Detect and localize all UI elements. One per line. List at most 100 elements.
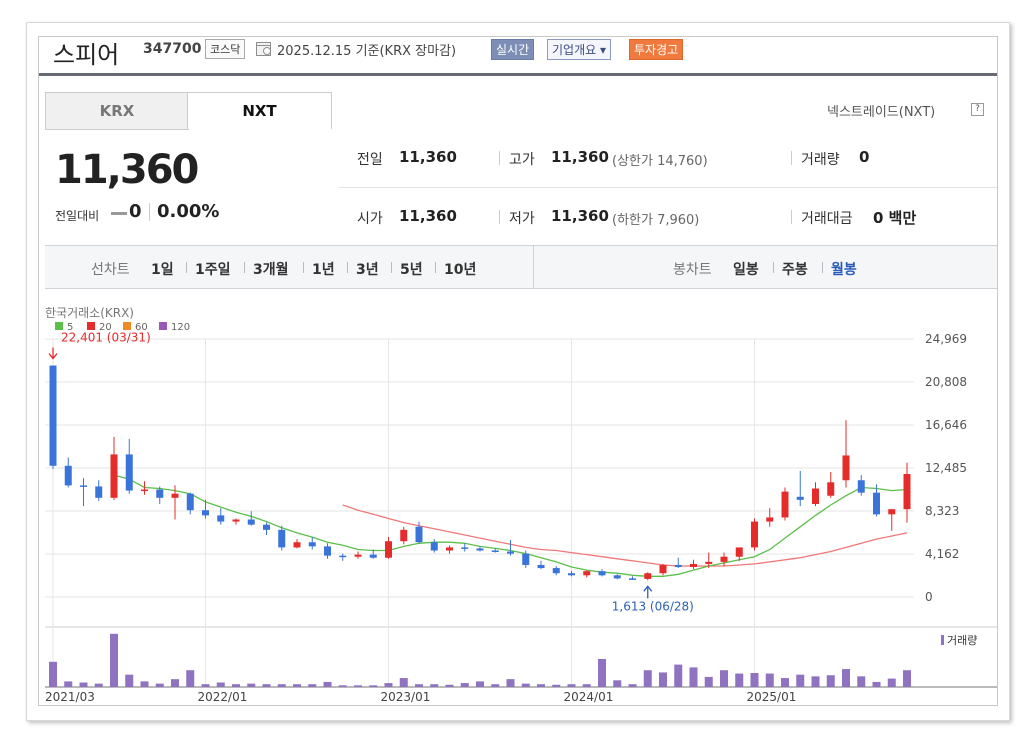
candle-chart-label: 봉차트 — [673, 262, 712, 278]
period-3y[interactable]: 3년 — [356, 262, 379, 278]
period-1w[interactable]: 1주일 — [195, 262, 231, 278]
candle-monthly[interactable]: 월봉 — [831, 262, 857, 278]
volume-bar — [765, 673, 774, 687]
realtime-button[interactable]: 실시간 — [491, 39, 535, 60]
volume-bar — [445, 684, 454, 687]
period-divider — [347, 262, 348, 273]
low-label: 저가 — [509, 211, 535, 227]
candle-body — [171, 493, 179, 498]
volume-bar — [94, 683, 103, 687]
candle-body — [308, 542, 316, 547]
period-bar: 선차트 1일 1주일 3개월 1년 3년 5년 10년 봉차트 일봉 주봉 월봉 — [45, 245, 997, 289]
candle-body — [263, 524, 270, 530]
volume-legend-label: 거래량 — [947, 634, 977, 647]
candle-body — [385, 541, 392, 558]
candle-body — [415, 526, 423, 543]
upper-limit: (상한가 14,760) — [612, 154, 708, 169]
period-divider — [822, 262, 823, 273]
y-tick-label: 4,162 — [925, 547, 959, 561]
candle-body — [202, 510, 209, 516]
volume-bar — [613, 680, 622, 687]
candle-body — [583, 571, 591, 576]
volume-label: 거래량 — [801, 152, 840, 168]
candle-body — [537, 564, 545, 569]
candle-body — [720, 556, 728, 562]
x-tick-label: 2021/03 — [45, 690, 95, 704]
stock-header: 스피어 347700 코스닥 2025.12.15 기준(KRX 장마감) 실시… — [39, 37, 997, 76]
investment-warning-badge[interactable]: 투자경고 — [629, 39, 684, 60]
candle-body — [156, 489, 164, 498]
base-date: 2025.12.15 기준(KRX 장마감) — [277, 44, 457, 59]
period-3m[interactable]: 3개월 — [253, 262, 289, 278]
line-chart-label: 선차트 — [91, 262, 130, 278]
stats-divider — [339, 187, 997, 188]
volume-bar — [369, 685, 378, 687]
tab-nxt[interactable]: NXT — [187, 92, 332, 129]
x-tick-label: 2025/01 — [747, 690, 797, 704]
volume-bar — [796, 674, 805, 687]
price-chart[interactable]: 24,969 20,808 16,646 12,485 8,323 4,162 0 2021/… — [39, 295, 997, 705]
period-1y[interactable]: 1년 — [312, 262, 335, 278]
stat-divider — [791, 151, 792, 165]
y-tick-label: 0 — [925, 590, 933, 604]
candle-body — [888, 509, 896, 515]
x-tick-label: 2023/01 — [381, 690, 431, 704]
volume-bar — [811, 676, 820, 687]
candle-body — [659, 564, 667, 574]
volume-bar — [186, 670, 195, 687]
candle-body — [827, 482, 835, 496]
min-price-annotation: 1,613 (06/28) — [612, 599, 694, 613]
prev-close-label: 전일 — [357, 152, 383, 168]
candle-weekly[interactable]: 주봉 — [782, 262, 808, 278]
volume-bar — [720, 670, 728, 687]
volume-bar — [903, 670, 911, 687]
stock-chart-panel: 스피어 347700 코스닥 2025.12.15 기준(KRX 장마감) 실시… — [38, 36, 998, 706]
stock-code: 347700 — [143, 41, 202, 57]
volume-bar — [552, 684, 561, 687]
help-icon[interactable]: ? — [971, 103, 984, 116]
volume-bar — [674, 664, 683, 687]
period-divider — [391, 262, 392, 273]
volume-bar — [704, 676, 713, 687]
candle-body — [293, 542, 301, 548]
prev-close-value: 11,360 — [399, 148, 457, 166]
volume-bar — [659, 672, 667, 687]
volume-bar — [110, 633, 118, 687]
candle-body — [324, 546, 331, 556]
change-percent: 0.00% — [157, 201, 220, 222]
candle-body — [430, 542, 438, 551]
low-value: 11,360 — [551, 207, 609, 225]
candle-daily[interactable]: 일봉 — [733, 262, 759, 278]
volume-bar — [643, 670, 652, 687]
y-tick-label: 16,646 — [925, 418, 967, 432]
period-1d[interactable]: 1일 — [151, 262, 174, 278]
candle-body — [812, 488, 819, 505]
period-5y[interactable]: 5년 — [400, 262, 423, 278]
volume-bar — [887, 678, 896, 687]
candle-body — [766, 517, 774, 522]
volume-bar — [262, 684, 271, 687]
high-value: 11,360 — [551, 148, 609, 166]
ma5-line — [113, 474, 908, 577]
period-divider — [303, 262, 304, 273]
legend-swatch — [55, 322, 63, 330]
candle-body — [247, 519, 255, 525]
candle-body — [232, 519, 240, 522]
candle-body — [278, 529, 286, 548]
candle-body — [110, 454, 118, 498]
tab-krx[interactable]: KRX — [45, 92, 189, 130]
y-tick-label: 20,808 — [925, 375, 967, 389]
stock-name: 스피어 — [53, 41, 120, 69]
candle-body — [64, 465, 72, 486]
volume-bar — [338, 685, 347, 687]
candle-body — [141, 489, 148, 492]
candle-body — [49, 365, 57, 466]
candle-body — [613, 575, 621, 579]
current-price: 11,360 — [55, 147, 199, 193]
company-overview-dropdown[interactable]: 기업개요 ▾ — [547, 39, 611, 60]
calendar-clock-icon — [256, 42, 271, 56]
change-divider — [149, 203, 150, 221]
volume-bar — [277, 684, 286, 687]
volume-bar — [308, 684, 317, 687]
period-10y[interactable]: 10년 — [444, 262, 477, 278]
